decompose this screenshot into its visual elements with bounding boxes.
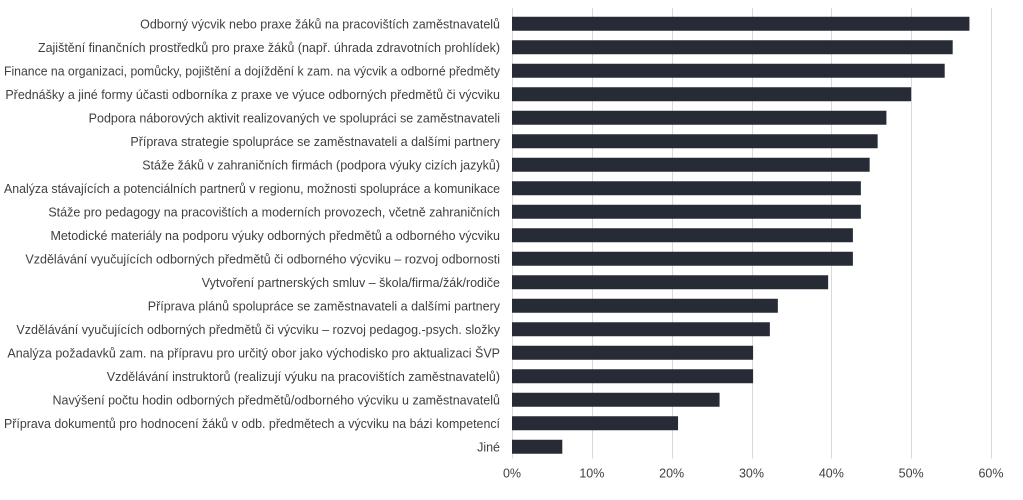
category-label: Příprava plánů spolupráce se zaměstnavat… (148, 299, 501, 313)
x-tick-label: 50% (899, 467, 924, 481)
category-label: Přednášky a jiné formy účasti odborníka … (5, 88, 500, 102)
bar (512, 345, 754, 360)
category-label: Vzdělávání vyučujících odborných předmět… (16, 323, 500, 337)
category-label: Finance na organizaci, pomůcky, pojištěn… (4, 64, 501, 78)
bar (512, 181, 861, 196)
x-tick-label: 30% (739, 467, 764, 481)
bar (512, 16, 970, 31)
bars (512, 16, 970, 454)
bar (512, 251, 853, 266)
x-axis-tick-labels: 0% 10% 20% 30% 40% 50% 60% (503, 467, 1004, 481)
category-label: Analýza stávajících a potenciálních part… (4, 182, 500, 196)
bar (512, 110, 887, 125)
bar (512, 369, 754, 384)
category-labels: Odborný výcvik nebo praxe žáků na pracov… (4, 17, 501, 454)
x-tick-label: 10% (579, 467, 604, 481)
bar (512, 416, 679, 431)
bar (512, 63, 945, 78)
bar (512, 298, 778, 313)
category-label: Příprava strategie spolupráce se zaměstn… (130, 135, 500, 149)
bar (512, 322, 770, 337)
bar (512, 228, 853, 243)
bar (512, 392, 720, 407)
category-label: Jiné (477, 440, 500, 454)
category-label: Vytvoření partnerských smluv – škola/fir… (202, 276, 500, 290)
category-label: Odborný výcvik nebo praxe žáků na pracov… (140, 17, 500, 31)
x-tick-label: 60% (978, 467, 1003, 481)
category-label: Příprava dokumentů pro hodnocení žáků v … (4, 417, 501, 431)
bar (512, 439, 563, 454)
bar (512, 275, 829, 290)
category-label: Stáže pro pedagogy na pracovištích a mod… (48, 205, 500, 219)
category-label: Zajištění finančních prostředků pro prax… (38, 41, 500, 55)
x-tick-label: 0% (503, 467, 521, 481)
bar (512, 134, 878, 149)
category-label: Stáže žáků v zahraničních firmách (podpo… (142, 158, 500, 172)
x-tick-label: 20% (659, 467, 684, 481)
category-label: Navýšení počtu hodin odborných předmětů/… (53, 393, 501, 407)
category-label: Analýza požadavků zam. na přípravu pro u… (7, 345, 500, 360)
category-label: Vzdělávání vyučujících odborných předmět… (25, 252, 500, 266)
category-label: Vzdělávání instruktorů (realizují výuku … (107, 370, 500, 384)
bar (512, 157, 870, 172)
bar (512, 204, 861, 219)
x-tick-label: 40% (819, 467, 844, 481)
bar (512, 40, 953, 55)
bar (512, 87, 912, 102)
category-label: Podpora náborových aktivit realizovaných… (89, 111, 500, 125)
category-label: Metodické materiály na podporu výuky odb… (50, 229, 500, 243)
